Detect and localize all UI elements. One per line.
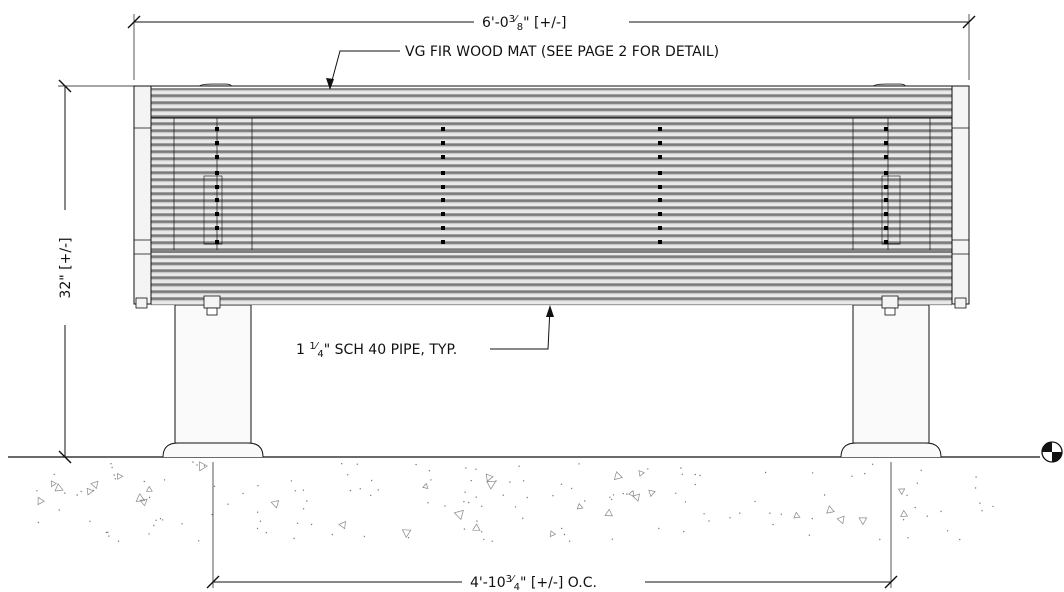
overall-width-label: 6'-03⁄8" [+/-] (482, 14, 566, 33)
ground (8, 456, 1040, 542)
pipe-label: 1 1⁄4" SCH 40 PIPE, TYP. (296, 341, 457, 360)
wood-mat-slats (151, 88, 952, 306)
section-datum-icon (1041, 441, 1063, 463)
bench-body (133, 83, 970, 316)
wood-mat-label: VG FIR WOOD MAT (SEE PAGE 2 FOR DETAIL) (405, 44, 719, 60)
left-leg (162, 304, 264, 458)
concrete-hatch (36, 461, 994, 542)
right-leg (840, 304, 942, 458)
height-dimension: 32" [+/-] (58, 79, 134, 464)
right-end-post (951, 85, 970, 309)
leg-spacing-dimension: 4'-103⁄4" [+/-] O.C. (206, 462, 898, 592)
overall-width-dimension: 6'-03⁄8" [+/-] (127, 14, 976, 80)
wood-mat-callout: VG FIR WOOD MAT (SEE PAGE 2 FOR DETAIL) (326, 44, 719, 90)
fastener-dots (215, 127, 888, 244)
height-label: 32" [+/-] (58, 237, 74, 298)
pipe-callout: 1 1⁄4" SCH 40 PIPE, TYP. (296, 305, 554, 360)
leg-spacing-label: 4'-103⁄4" [+/-] O.C. (470, 574, 597, 592)
left-end-post (133, 85, 152, 309)
